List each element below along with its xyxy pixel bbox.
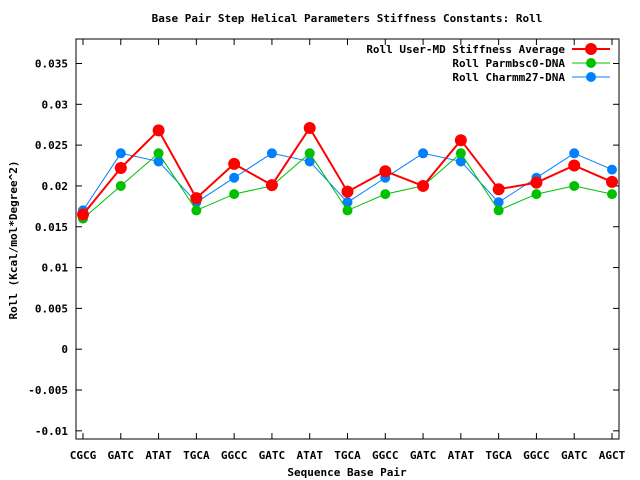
data-point	[342, 197, 353, 208]
y-tick-label: 0	[61, 343, 68, 356]
x-tick-label: CGCG	[70, 449, 97, 462]
legend-label: Roll Parmbsc0-DNA	[452, 57, 565, 70]
data-point	[454, 134, 467, 147]
x-tick-label: GGCC	[221, 449, 248, 462]
series-1	[77, 121, 618, 221]
data-point	[455, 156, 466, 167]
x-tick-label: ATAT	[145, 449, 172, 462]
data-point	[341, 185, 354, 198]
data-point	[455, 148, 466, 159]
plot-border	[75, 38, 620, 440]
plot-area	[75, 38, 620, 440]
data-point	[607, 164, 617, 175]
data-point	[114, 161, 127, 174]
y-tick-label: 0.035	[35, 57, 68, 70]
x-tick-label: GGCC	[523, 449, 550, 462]
data-point	[304, 148, 315, 159]
y-tick-label: 0.015	[35, 221, 68, 234]
data-point	[303, 121, 316, 134]
data-point	[191, 205, 202, 216]
data-point	[492, 183, 505, 196]
data-point	[152, 124, 165, 137]
data-point	[115, 148, 126, 159]
y-tick-label: 0.025	[35, 139, 68, 152]
data-point	[265, 179, 278, 192]
x-tick-label: TGCA	[485, 449, 512, 462]
data-point	[569, 148, 580, 159]
series-2	[78, 148, 617, 224]
data-point	[418, 148, 429, 159]
x-tick-label: TGCA	[334, 449, 361, 462]
x-tick-label: TGCA	[183, 449, 210, 462]
x-tick-label: GATC	[108, 449, 135, 462]
data-point	[228, 157, 241, 170]
x-tick-label: GATC	[410, 449, 437, 462]
data-point	[77, 208, 89, 221]
axis-ticks: -0.01 -0.005 0 0.005 0.01 0.015 0.02 0.025 0.03 0…	[28, 39, 626, 462]
y-tick-label: 0.01	[42, 262, 69, 275]
data-point	[530, 176, 543, 189]
data-point	[568, 159, 581, 172]
data-point	[153, 148, 164, 159]
legend-marker	[585, 43, 597, 55]
x-axis-label: Sequence Base Pair	[287, 466, 407, 479]
data-point	[379, 165, 392, 178]
data-point	[115, 180, 126, 191]
legend-label: Roll User-MD Stiffness Average	[366, 43, 565, 56]
x-tick-label: GATC	[561, 449, 588, 462]
legend-label: Roll Charmm27-DNA	[452, 71, 565, 84]
data-point	[190, 192, 203, 205]
data-point	[380, 189, 391, 200]
data-point	[342, 205, 353, 216]
data-point	[493, 197, 504, 208]
chart-title: Base Pair Step Helical Parameters Stiffn…	[152, 12, 543, 25]
x-tick-label: GATC	[259, 449, 286, 462]
x-tick-label: GGCC	[372, 449, 399, 462]
legend-marker	[586, 58, 596, 68]
data-point	[531, 189, 542, 200]
data-point	[229, 172, 240, 183]
y-tick-label: 0.03	[42, 98, 69, 111]
data-point	[266, 148, 277, 159]
data-point	[606, 175, 618, 188]
x-tick-label: ATAT	[296, 449, 323, 462]
x-tick-label: ATAT	[448, 449, 475, 462]
data-point	[607, 189, 617, 200]
y-axis-label: Roll (Kcal/mol*Degree^2)	[7, 161, 20, 320]
data-point	[493, 205, 504, 216]
y-tick-label: -0.01	[35, 425, 68, 438]
y-tick-label: -0.005	[28, 384, 68, 397]
y-tick-label: 0.02	[42, 180, 69, 193]
data-point	[153, 156, 164, 167]
legend-marker	[586, 72, 596, 82]
data-point	[229, 189, 240, 200]
y-tick-label: 0.005	[35, 302, 68, 315]
data-point	[417, 179, 430, 192]
x-tick-label: AGCT	[599, 449, 626, 462]
data-point	[304, 156, 315, 167]
data-point	[569, 180, 580, 191]
series-group	[77, 121, 618, 224]
